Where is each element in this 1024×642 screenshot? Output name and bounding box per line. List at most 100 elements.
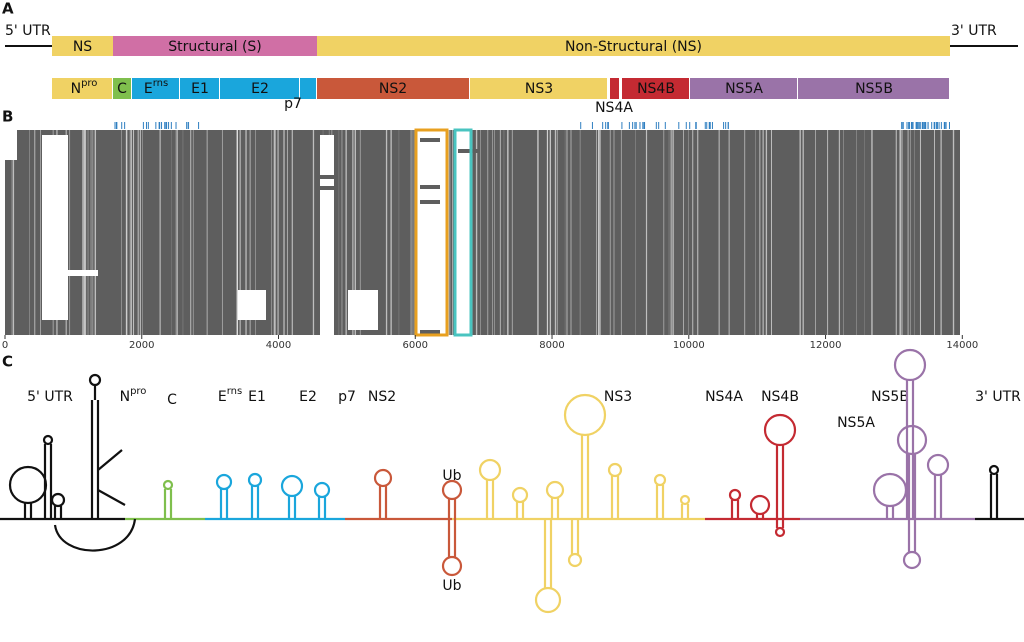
loop — [373, 468, 393, 488]
label: E1 — [248, 389, 266, 405]
gap-block — [42, 135, 68, 320]
region — [113, 36, 317, 56]
stem-loop — [163, 489, 173, 519]
utr-label: 3' UTR — [951, 23, 997, 39]
label: NS4B — [637, 81, 675, 97]
loop — [511, 486, 529, 504]
gap-block — [960, 130, 1017, 335]
label-base: E — [218, 389, 227, 405]
loop — [478, 458, 502, 482]
loop — [534, 586, 562, 614]
loop — [679, 494, 691, 506]
gap-block — [416, 131, 447, 334]
gap-block — [238, 290, 266, 320]
stem-loop — [53, 506, 63, 519]
stem-loop — [905, 380, 915, 519]
label: Npro — [120, 386, 147, 405]
label: NS2 — [379, 81, 407, 97]
label: NS5B — [855, 81, 893, 97]
region-label: Structural (S) — [168, 39, 262, 55]
label-base: NS5B — [855, 81, 893, 97]
label: p7 — [284, 96, 302, 112]
stem-loop — [287, 496, 297, 519]
loop — [893, 348, 927, 382]
loop — [607, 462, 623, 478]
label-base: N — [120, 389, 130, 405]
label-base: NS4B — [761, 389, 799, 405]
label: NS4A — [705, 389, 743, 405]
loop — [728, 488, 742, 502]
label-sup: pro — [130, 386, 146, 397]
stem-loop — [907, 454, 917, 519]
label: NS3 — [604, 389, 632, 405]
gene — [132, 78, 179, 99]
loop — [441, 479, 463, 501]
label-base: N — [71, 81, 81, 97]
label-base: C — [167, 392, 177, 408]
gene — [180, 78, 219, 99]
gap-block — [68, 270, 98, 276]
label: 5' UTR — [27, 389, 73, 405]
label-base: NS3 — [525, 81, 553, 97]
label: C — [117, 81, 127, 97]
label: NS5A — [725, 81, 763, 97]
loop — [926, 453, 950, 477]
loop — [988, 464, 1000, 476]
gene — [690, 78, 797, 99]
row-seg — [318, 186, 338, 190]
label: p7 — [338, 389, 356, 405]
row-seg — [458, 149, 478, 153]
label-base: E1 — [191, 81, 209, 97]
x-tick-label: 4000 — [266, 340, 291, 351]
loop — [653, 473, 667, 487]
loop — [567, 552, 583, 568]
label-base: 5' UTR — [27, 389, 73, 405]
stem-loop — [23, 503, 33, 519]
label-base: NS4A — [595, 100, 633, 116]
label: NS4B — [761, 389, 799, 405]
row-seg — [318, 175, 338, 179]
gap-block — [455, 131, 471, 334]
loop — [872, 472, 908, 508]
loop — [162, 479, 174, 491]
label-base: NS4A — [705, 389, 743, 405]
stem-loop — [933, 475, 943, 519]
loop — [441, 555, 463, 577]
loop — [280, 474, 304, 498]
loop — [50, 492, 66, 508]
loop — [563, 393, 607, 437]
stem-loop — [989, 474, 999, 519]
row-seg — [420, 200, 440, 204]
loop — [763, 413, 797, 447]
label: NS4A — [595, 100, 633, 116]
loop — [902, 550, 922, 570]
stem-loop — [775, 445, 785, 519]
stem-loop — [53, 385, 137, 552]
stem-loop — [219, 489, 229, 519]
label-base: NS5A — [837, 415, 875, 431]
label-base: E2 — [299, 389, 317, 405]
row-seg — [420, 330, 440, 334]
label: E1 — [191, 81, 209, 97]
label-base: NS4B — [637, 81, 675, 97]
loop — [42, 434, 54, 446]
gene — [610, 78, 619, 99]
label: NS5B — [871, 389, 909, 405]
x-tick-label: 6000 — [403, 340, 428, 351]
label: C — [167, 392, 177, 408]
label: E2 — [251, 81, 269, 97]
label-sup: pro — [81, 78, 97, 89]
x-tick-label: 8000 — [539, 340, 564, 351]
x-tick-label: 10000 — [673, 340, 705, 351]
label-sup: rns — [153, 78, 168, 89]
stem-loop — [43, 444, 53, 519]
stem-loop — [730, 500, 740, 519]
label-base: p7 — [338, 389, 356, 405]
x-tick-label: 14000 — [946, 340, 978, 351]
label-base: E — [144, 81, 153, 97]
loop — [215, 473, 233, 491]
gene — [317, 78, 469, 99]
loop — [247, 472, 263, 488]
panel-label: B — [2, 108, 13, 126]
